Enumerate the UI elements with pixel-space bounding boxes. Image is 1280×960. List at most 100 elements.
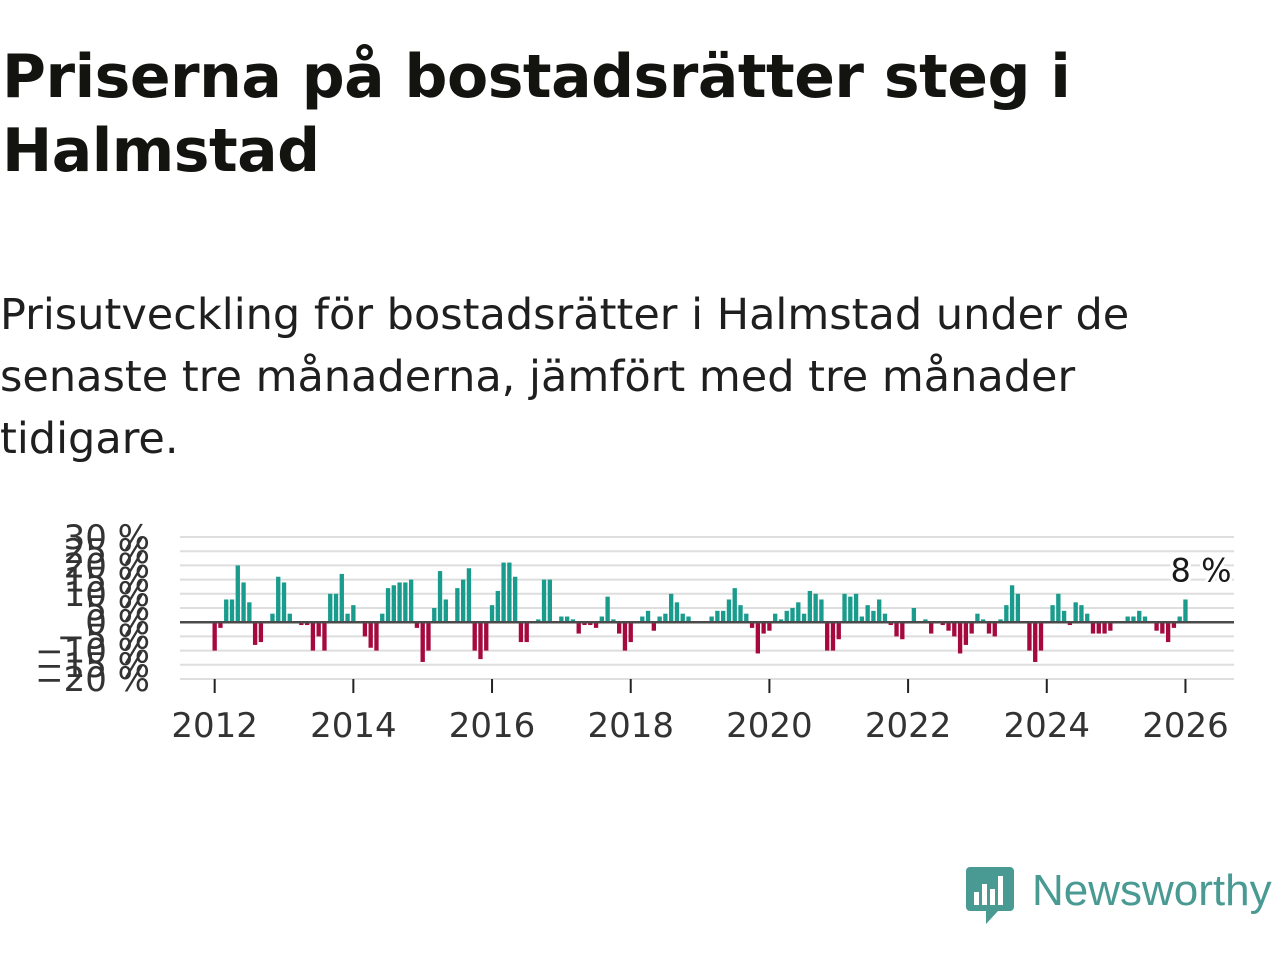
bar [859,616,865,623]
y-tick-label: 5 % [85,589,150,629]
bar [1004,605,1009,623]
bar [709,616,714,623]
bar [1137,610,1142,623]
bar [362,622,368,637]
bar [992,622,997,637]
bar [1183,599,1188,623]
chart-subtitle: Prisutveckling för bostadsrätter i Halms… [0,290,1130,464]
bar [1027,622,1032,651]
bar [339,573,344,623]
bar [524,622,529,643]
bar [224,599,229,623]
bar [536,619,541,623]
bar [640,616,645,623]
bar [593,622,599,628]
chart-bars [212,562,1188,662]
bar [767,622,772,631]
bar [212,622,217,651]
bar [715,610,720,623]
y-tick-label: −5 % [57,617,150,657]
bar [969,622,974,634]
bar [963,622,969,645]
bar [726,599,732,623]
bar [235,565,240,623]
x-tick-label: 2026 [1142,706,1229,746]
bar [611,619,616,623]
bar [1009,585,1015,623]
bar [888,622,893,626]
bar [986,622,992,634]
bar [981,619,986,623]
bar [466,568,472,623]
bar [617,622,622,634]
bar [455,588,460,623]
bar [507,562,512,623]
bar [397,582,402,623]
bar [559,616,564,623]
bar [564,616,570,623]
bar [512,576,518,623]
bar [773,613,778,623]
x-axis: 2012 2014 2016 2018 2020 2022 2024 2026 [171,679,1229,746]
bar [484,622,489,651]
bar [333,593,339,623]
y-tick-label: 25 % [64,532,150,572]
bar [669,593,674,623]
y-tick-label: 10 % [64,575,150,615]
bar [1079,605,1084,623]
bar [1073,602,1078,623]
bar [576,622,581,634]
bar [252,622,258,645]
bar [437,571,443,623]
bar [1131,616,1136,623]
bar [310,622,316,651]
bar [877,599,882,623]
bar [674,602,680,623]
x-tick-label: 2022 [865,706,952,746]
bar [871,610,876,623]
bar [686,616,691,623]
bar [923,619,928,623]
bar [495,590,500,623]
newsworthy-logo[interactable]: Newsworthy [962,862,1280,932]
bar [801,613,807,623]
bar [1038,622,1044,651]
bar [270,613,275,623]
x-tick-label: 2014 [310,706,397,746]
bar [426,622,431,651]
bar [732,588,737,623]
bar [1090,622,1096,634]
bar [570,619,576,623]
bar-chart-speech-bubble-icon [966,867,1014,924]
bar [680,613,685,623]
bar [1015,593,1021,623]
bar [853,593,859,623]
bar [796,602,801,623]
bar [1056,593,1061,623]
bar [1154,622,1159,631]
bar [819,599,824,623]
bar [518,622,524,643]
y-tick-label: 30 % [64,518,150,558]
bar [414,622,420,628]
bar [663,613,668,623]
bar [345,613,350,623]
bar [229,599,235,623]
bar [541,579,547,623]
x-tick-label: 2016 [449,706,536,746]
bar [1102,622,1107,634]
bar [894,622,899,637]
bar [380,613,385,623]
bar [1171,622,1177,628]
bar [952,622,957,637]
bar [247,602,252,623]
x-tick-label: 2018 [587,706,674,746]
bar [882,613,888,623]
bar [998,619,1003,623]
bar-chart: 30 %25 %20 %15 %10 %5 %0 %−5 %−10 %−15 %… [35,518,1234,746]
brand-name: Newsworthy [1032,866,1272,915]
bar [460,579,466,623]
y-tick-label: −10 % [35,632,150,672]
bar [281,582,287,623]
bar [1096,622,1101,634]
